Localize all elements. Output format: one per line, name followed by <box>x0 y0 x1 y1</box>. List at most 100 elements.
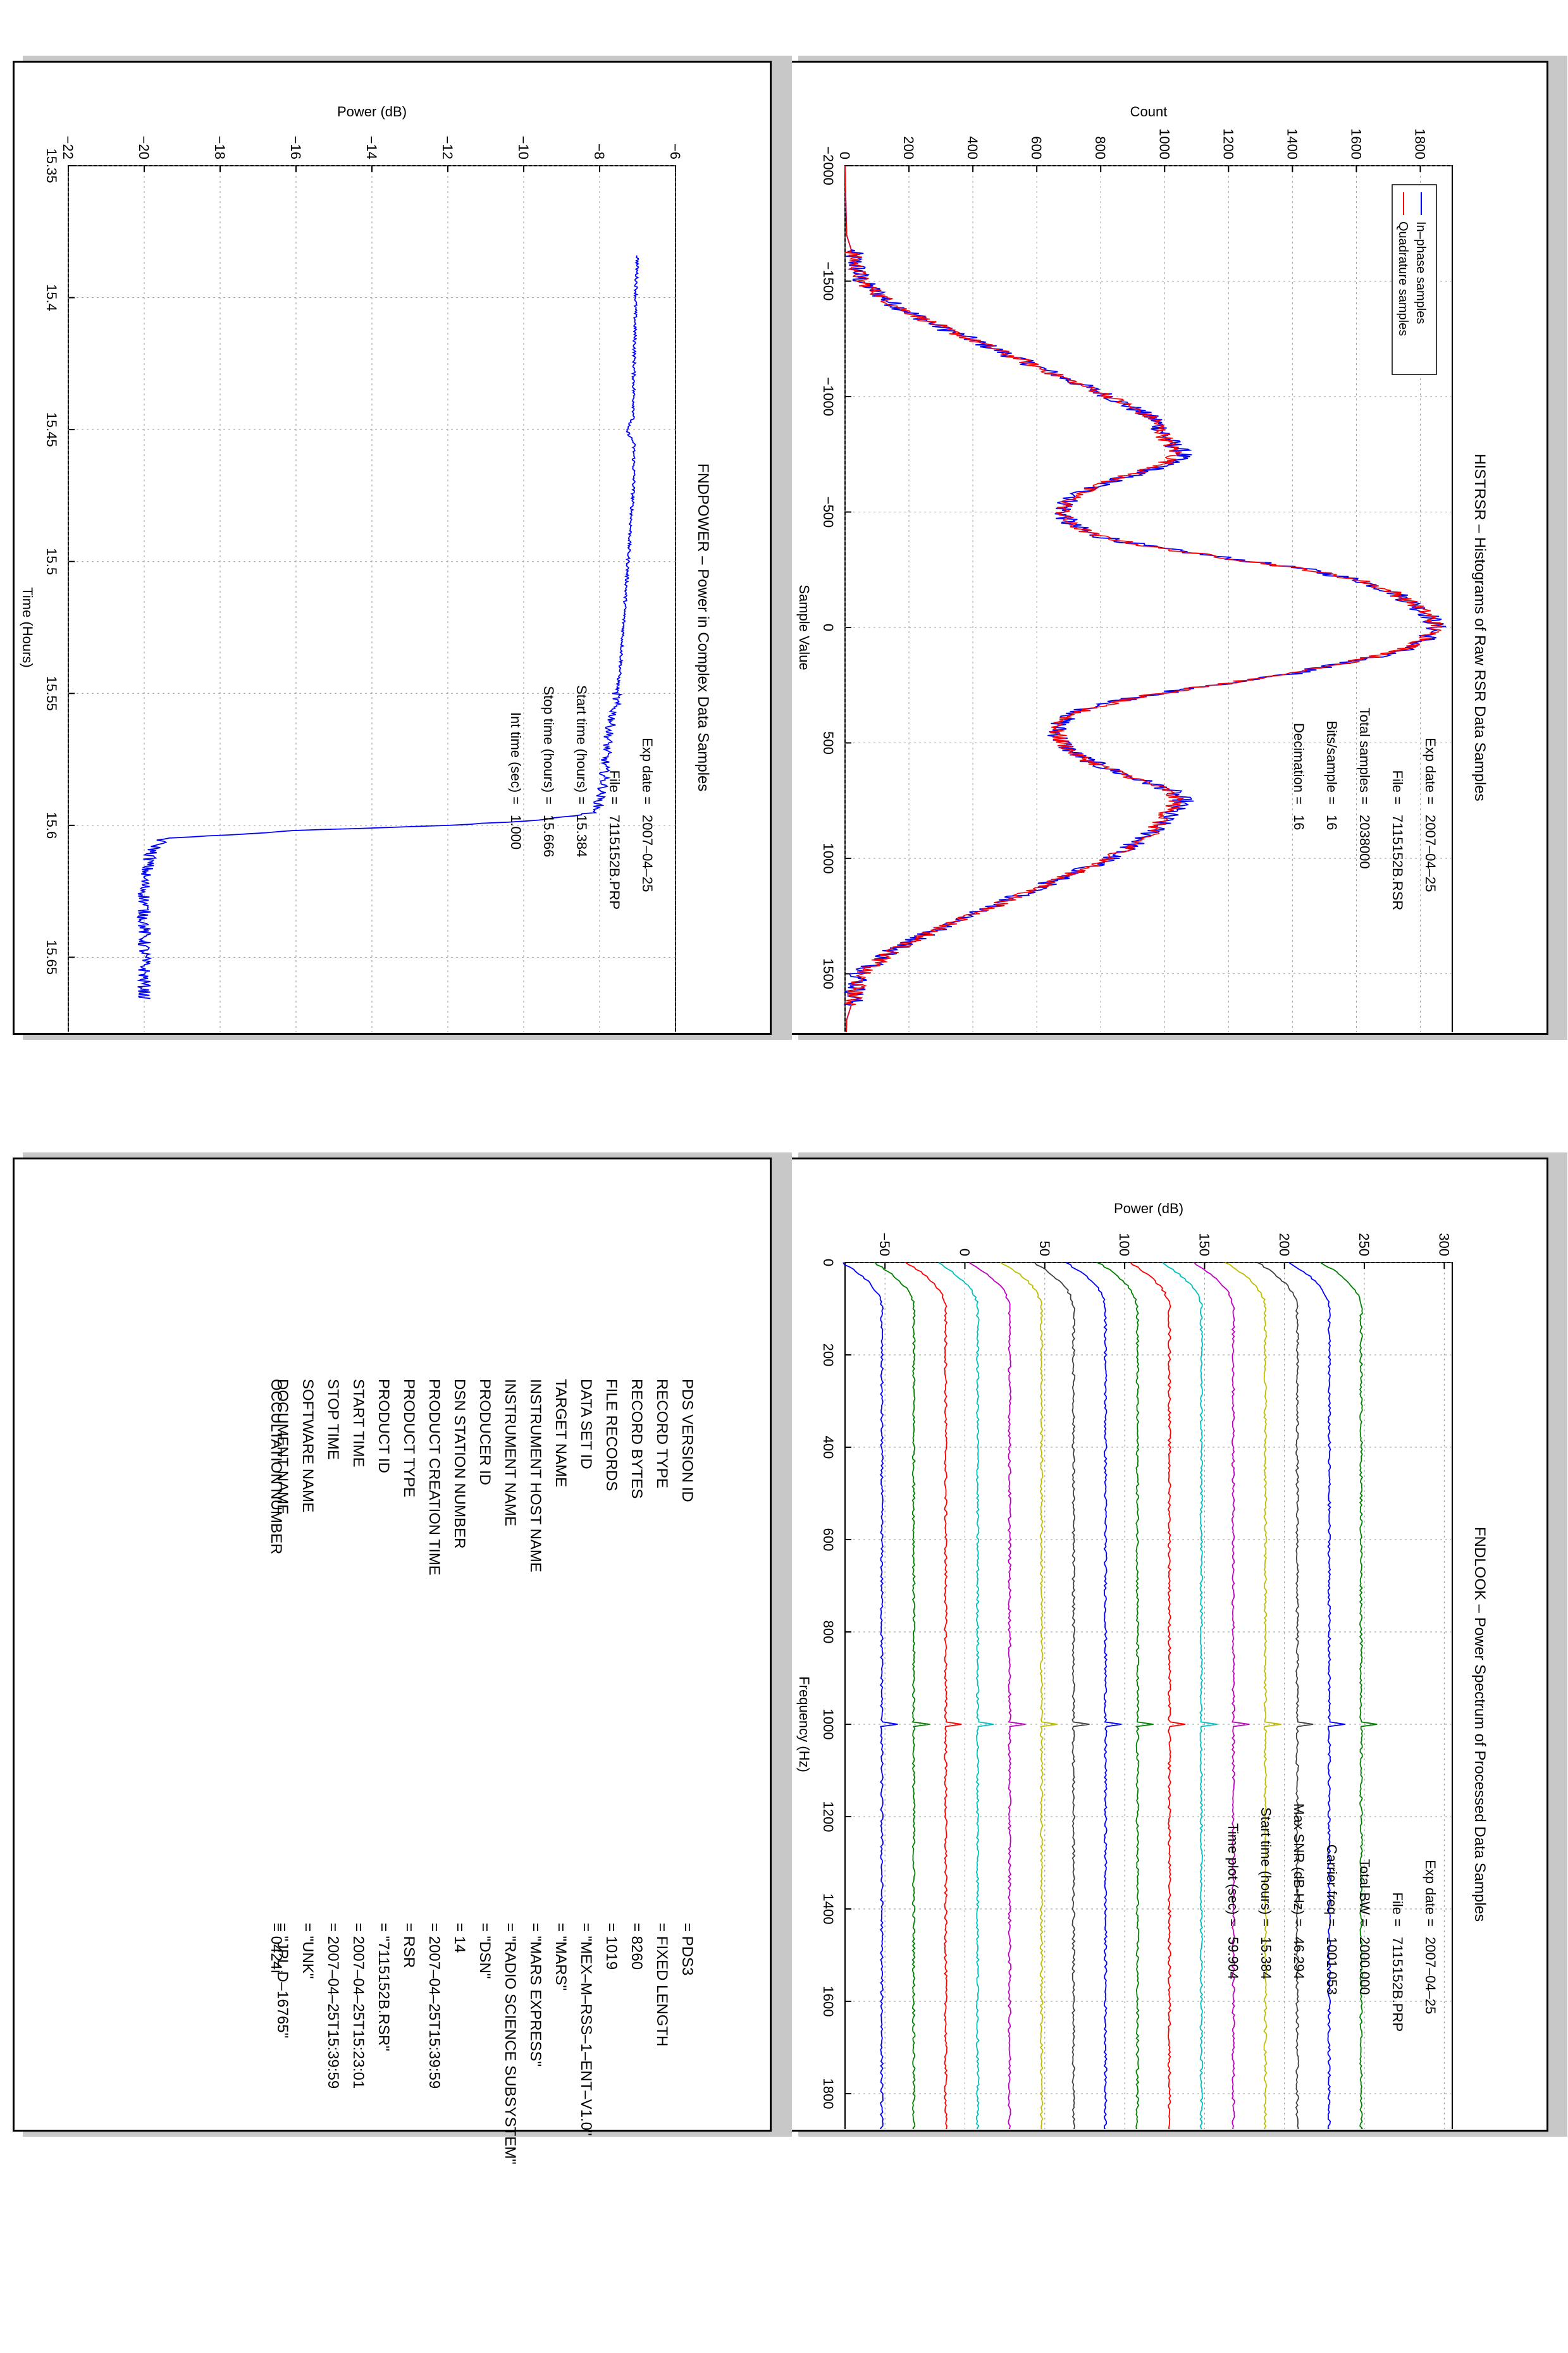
pds-key: PRODUCT TYPE <box>400 1379 417 1498</box>
y-tick-label: 1000 <box>1156 128 1172 159</box>
x-axis-label: Frequency (Hz) <box>796 1676 812 1772</box>
pds-label-block: PDS VERSION ID = PDS3 RECORD TYPE = FIXED L… <box>89 1379 696 2353</box>
x-tick-label: 1000 <box>820 843 836 874</box>
chart-title: FNDLOOK – Power Spectrum of Processed Da… <box>1471 1527 1488 1922</box>
x-tick-label: 1000 <box>820 1709 836 1740</box>
annotation-value: 2000.000 <box>1357 1937 1373 1995</box>
spectrum-line <box>1000 1262 1058 2129</box>
y-tick-label: 800 <box>1092 136 1108 159</box>
annotation-label: Total BW = <box>1357 1859 1373 1927</box>
annotation-label: Total samples = <box>1357 708 1373 805</box>
y-tick-label: 300 <box>1436 1233 1452 1256</box>
y-axis-label: Power (dB) <box>1114 1201 1183 1216</box>
power-series-line <box>137 255 639 999</box>
legend: In–phase samples Quadrature samples <box>1392 184 1437 375</box>
x-tick-label: 15.6 <box>44 812 59 839</box>
plot-group: −2000−1500−1000−500050010001500200002004… <box>796 104 1488 1032</box>
chart-title: FNDPOWER – Power in Complex Data Samples <box>694 464 712 792</box>
pds-value: = 1019 <box>603 1923 620 1970</box>
annotation-label: Start time (hours) = <box>1258 1807 1274 1927</box>
y-tick-label: −22 <box>60 136 76 159</box>
y-tick-label: 150 <box>1196 1233 1212 1256</box>
plot-group: 0200400600800100012001400160018002000−50… <box>796 1201 1488 2129</box>
pds-value: = 2007–04–25T15:39:59 <box>426 1923 443 2089</box>
y-tick-label: −16 <box>288 136 304 159</box>
y-tick-label: 0 <box>837 152 853 159</box>
y-tick-label: 1600 <box>1348 128 1364 159</box>
legend-box <box>1392 184 1437 375</box>
y-tick-label: −18 <box>212 136 228 159</box>
annotation-label: Start time (hours) = <box>574 685 590 805</box>
annotation-value: 7115152B.PRP <box>1390 1937 1405 2032</box>
x-tick-label: 1800 <box>820 2078 836 2109</box>
x-tick-label: 0 <box>820 624 836 631</box>
annotation-label: File = <box>607 770 622 805</box>
pds-occultation-key: OCCULTATION NUMBER <box>268 1379 285 1555</box>
plot-frame <box>844 165 1453 1032</box>
x-tick-label: 0 <box>820 1259 836 1266</box>
spectrum-line <box>1032 1262 1090 2129</box>
pds-value: = "MARS EXPRESS" <box>527 1923 544 2067</box>
pds-key: INSTRUMENT HOST NAME <box>527 1379 544 1572</box>
pds-key: DATA SET ID <box>577 1379 595 1469</box>
pds-key: DSN STATION NUMBER <box>451 1379 468 1549</box>
pds-value: = "DSN" <box>476 1923 493 1979</box>
spectrum-line <box>842 1262 898 2129</box>
spectrum-line <box>1064 1262 1122 2129</box>
y-tick-label: −50 <box>877 1233 892 1256</box>
x-tick-label: 15.5 <box>44 548 59 575</box>
pds-value: = "MARS" <box>552 1923 569 1991</box>
pds-value: = "RADIO SCIENCE SUBSYSTEM" <box>502 1923 519 2165</box>
pds-key: FILE RECORDS <box>603 1379 620 1491</box>
pds-value: = PDS3 <box>679 1923 696 1976</box>
y-tick-label: −6 <box>667 144 683 159</box>
annotation-value: 1.000 <box>508 815 524 849</box>
annotation-label: Bits/sample = <box>1324 720 1340 805</box>
pds-value: = 8260 <box>628 1923 645 1970</box>
annotation-value: 46.294 <box>1291 1937 1307 1979</box>
pds-value: = RSR <box>400 1923 417 1968</box>
annotation-label: Exp date = <box>1423 738 1438 805</box>
y-tick-label: −20 <box>136 136 152 159</box>
y-tick-label: 200 <box>1276 1233 1292 1256</box>
annotation-value: 15.666 <box>541 815 557 857</box>
x-tick-label: −1500 <box>820 262 836 301</box>
annotation-value: 59.904 <box>1225 1937 1241 1979</box>
pds-value: = "UNK" <box>299 1923 316 1979</box>
x-tick-label: 600 <box>820 1528 836 1552</box>
plot-group: 15.3515.415.4515.515.5515.615.6515.7−22−… <box>20 104 712 1032</box>
annotation-value: 16 <box>1291 815 1307 830</box>
annotation-label: Int time (sec) = <box>508 712 524 805</box>
annotation-value: 7115152B.PRP <box>607 815 622 910</box>
spectrum-line <box>904 1262 962 2129</box>
x-tick-label: 500 <box>820 731 836 755</box>
y-axis-label: Count <box>1130 104 1168 120</box>
x-axis-label: Sample Value <box>796 584 812 670</box>
annotation-value: 15.384 <box>574 815 590 857</box>
pds-value: = "7115152B.RSR" <box>375 1923 392 2051</box>
annotation-value: 2038000 <box>1357 815 1373 869</box>
legend-entry: In–phase samples <box>1414 221 1428 324</box>
x-tick-label: 200 <box>820 1343 836 1367</box>
spectrum-line <box>937 1262 994 2129</box>
x-tick-label: 1200 <box>820 1801 836 1832</box>
pds-key: PRODUCT ID <box>375 1379 392 1473</box>
y-tick-label: 600 <box>1028 136 1044 159</box>
x-tick-label: 1400 <box>820 1894 836 1925</box>
panel-pds-label <box>13 1158 772 2132</box>
annotation-label: Carrier freq = <box>1324 1844 1340 1927</box>
plot-frame <box>68 165 676 1032</box>
y-tick-label: 250 <box>1356 1233 1372 1256</box>
spectrum-line <box>1193 1262 1250 2129</box>
annotation-label: Exp date = <box>1423 1860 1438 1927</box>
annotation-value: 1001.053 <box>1324 1937 1340 1995</box>
y-tick-label: 400 <box>965 136 980 159</box>
pds-value: = FIXED LENGTH <box>653 1923 670 2047</box>
pds-key: INSTRUMENT NAME <box>502 1379 519 1526</box>
chart-fndpower: 15.3515.415.4515.515.5515.615.6515.7−22−… <box>20 104 712 1032</box>
spectrum-line <box>1161 1262 1218 2129</box>
x-tick-label: −2000 <box>820 146 836 185</box>
spectrum-line <box>968 1262 1026 2129</box>
pds-key: RECORD BYTES <box>628 1379 645 1499</box>
pds-key: TARGET NAME <box>552 1379 569 1488</box>
